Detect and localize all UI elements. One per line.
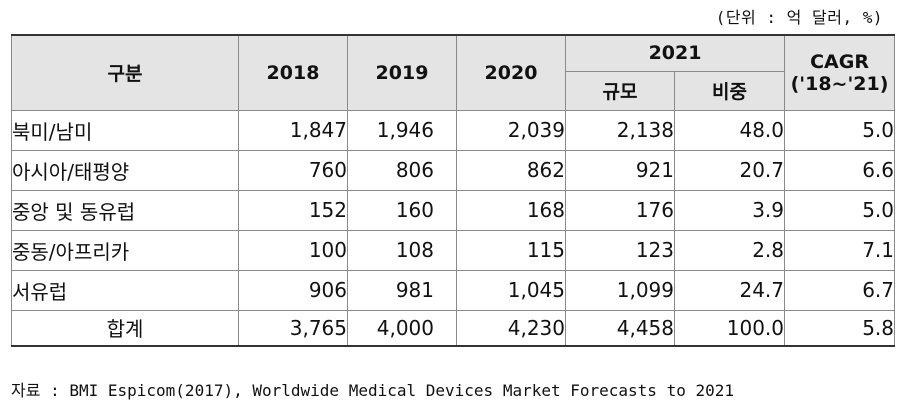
value-2020-cell: 115 (456, 229, 566, 271)
header-2019: 2019 (347, 34, 457, 111)
value-2021-cell: 2,138 (565, 109, 675, 151)
region-cell: 아시아/태평양 (11, 149, 239, 191)
header-2020: 2020 (456, 34, 566, 111)
value-2019-cell: 160 (347, 189, 457, 231)
total-cagr-cell: 5.8 (784, 309, 896, 347)
table-body: 북미/남미 1,847 1,946 2,039 2,138 48.0 5.0 아… (11, 109, 896, 347)
value-2021-cell: 176 (565, 189, 675, 231)
table-header: 구분 2018 2019 2020 2021 CAGR ('18~'21) 규모… (11, 34, 896, 111)
header-cagr-label: CAGR (810, 50, 869, 73)
header-2021: 2021 (564, 34, 786, 72)
header-category: 구분 (11, 34, 239, 111)
share-cell: 2.8 (673, 229, 786, 271)
market-table: 구분 2018 2019 2020 2021 CAGR ('18~'21) 규모… (11, 34, 896, 347)
cagr-cell: 7.1 (784, 229, 896, 271)
value-2018-cell: 1,847 (238, 109, 348, 151)
source-note: 자료 : BMI Espicom(2017), Worldwide Medica… (11, 381, 735, 400)
total-2019-cell: 4,000 (347, 309, 457, 347)
header-scale: 규모 (565, 70, 675, 111)
cagr-cell: 5.0 (784, 189, 896, 231)
value-2020-cell: 1,045 (456, 269, 566, 311)
share-cell: 24.7 (673, 269, 786, 311)
total-label-cell: 합계 (11, 309, 239, 347)
value-2018-cell: 906 (238, 269, 348, 311)
value-2019-cell: 806 (347, 149, 457, 191)
value-2021-cell: 921 (565, 149, 675, 191)
region-cell: 북미/남미 (11, 109, 239, 151)
total-2021-cell: 4,458 (565, 309, 675, 347)
unit-note: (단위 : 억 달러, %) (715, 8, 883, 27)
share-cell: 20.7 (673, 149, 786, 191)
header-cagr-period: ('18~'21) (790, 72, 889, 95)
value-2018-cell: 152 (238, 189, 348, 231)
header-cagr: CAGR ('18~'21) (784, 34, 896, 111)
share-cell: 3.9 (673, 189, 786, 231)
total-2020-cell: 4,230 (456, 309, 566, 347)
table-row: 중동/아프리카 100 108 115 123 2.8 7.1 (11, 229, 896, 271)
table-row: 북미/남미 1,847 1,946 2,039 2,138 48.0 5.0 (11, 109, 896, 151)
cagr-cell: 6.7 (784, 269, 896, 311)
cagr-cell: 5.0 (784, 109, 896, 151)
region-cell: 중동/아프리카 (11, 229, 239, 271)
share-cell: 48.0 (673, 109, 786, 151)
header-2018: 2018 (238, 34, 348, 111)
total-share-cell: 100.0 (673, 309, 786, 347)
value-2018-cell: 100 (238, 229, 348, 271)
cagr-cell: 6.6 (784, 149, 896, 191)
table-row: 서유럽 906 981 1,045 1,099 24.7 6.7 (11, 269, 896, 311)
value-2021-cell: 123 (565, 229, 675, 271)
value-2019-cell: 1,946 (347, 109, 457, 151)
total-row: 합계 3,765 4,000 4,230 4,458 100.0 5.8 (11, 309, 896, 347)
region-cell: 서유럽 (11, 269, 239, 311)
value-2019-cell: 981 (347, 269, 457, 311)
value-2021-cell: 1,099 (565, 269, 675, 311)
value-2020-cell: 862 (456, 149, 566, 191)
total-2018-cell: 3,765 (238, 309, 348, 347)
region-cell: 중앙 및 동유럽 (11, 189, 239, 231)
header-share: 비중 (673, 70, 786, 111)
value-2018-cell: 760 (238, 149, 348, 191)
value-2020-cell: 2,039 (456, 109, 566, 151)
value-2020-cell: 168 (456, 189, 566, 231)
value-2019-cell: 108 (347, 229, 457, 271)
table-row: 아시아/태평양 760 806 862 921 20.7 6.6 (11, 149, 896, 191)
table-row: 중앙 및 동유럽 152 160 168 176 3.9 5.0 (11, 189, 896, 231)
